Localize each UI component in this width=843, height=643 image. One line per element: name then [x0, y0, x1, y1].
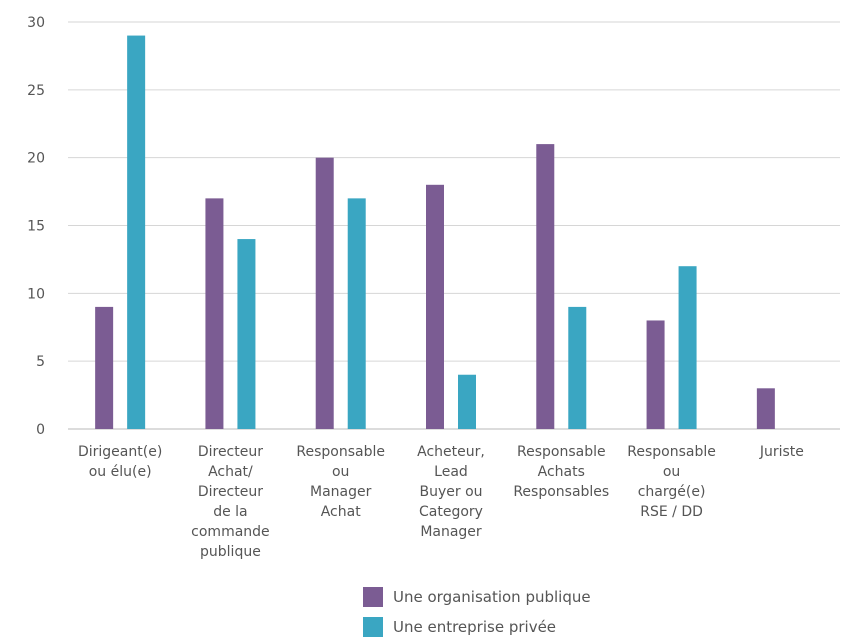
x-axis-labels: Dirigeant(e) ou élu(e) Directeur Achat/Dire… — [78, 444, 804, 560]
bar-private-3 — [458, 374, 476, 429]
legend-label-private: Une entreprise privée — [393, 618, 557, 636]
y-tick-label: 25 — [27, 83, 45, 99]
x-category-label: Acheteur, Lead Buyer ou Category Manager — [417, 444, 485, 540]
legend-swatch-private — [363, 617, 383, 637]
bar-private-5 — [678, 266, 697, 429]
bar-public-6 — [756, 388, 775, 429]
bar-public-0 — [95, 306, 114, 429]
x-category-label: Responsable Achats Responsables — [513, 444, 609, 500]
bar-private-2 — [347, 198, 366, 429]
y-tick-label: 20 — [27, 151, 45, 167]
bars — [95, 35, 775, 430]
legend-item-public: Une organisation publique — [363, 583, 591, 611]
y-tick-label: 15 — [27, 219, 45, 235]
bar-chart: 0 5 10 15 20 25 30 Dirigeant(e) ou élu(e) Direct… — [27, 15, 840, 560]
y-tick-label: 5 — [36, 354, 45, 370]
bar-public-2 — [315, 157, 334, 429]
y-tick-label: 0 — [36, 422, 45, 438]
x-category-label: Responsable ou chargé(e) RSE / DD — [627, 444, 716, 520]
x-category-label: Directeur Achat/Directeur de la commande pub… — [191, 444, 270, 560]
legend-label-public: Une organisation publique — [393, 588, 591, 606]
gridlines — [68, 21, 840, 430]
bar-private-4 — [568, 306, 587, 429]
y-axis-ticks: 0 5 10 15 20 25 30 — [27, 15, 45, 438]
bar-public-4 — [536, 144, 555, 429]
bar-public-1 — [205, 198, 224, 429]
x-category-label: Juriste — [759, 444, 804, 460]
bar-public-3 — [426, 184, 444, 429]
x-category-label: Responsable ou Manager Achat — [296, 444, 385, 520]
bar-private-0 — [127, 35, 146, 430]
x-category-label: Dirigeant(e) ou élu(e) — [78, 444, 162, 480]
legend: Une organisation publique Une entreprise… — [363, 583, 591, 643]
legend-item-private: Une entreprise privée — [363, 613, 591, 641]
y-tick-label: 10 — [27, 286, 45, 302]
legend-swatch-public — [363, 587, 383, 607]
y-tick-label: 30 — [27, 15, 45, 31]
bar-private-1 — [237, 239, 256, 429]
bar-public-5 — [646, 320, 665, 429]
